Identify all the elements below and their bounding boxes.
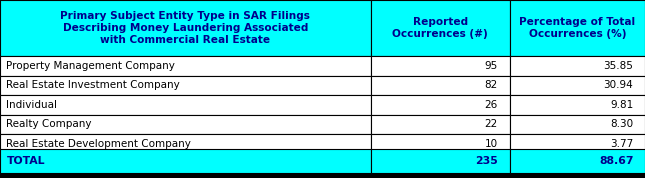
Bar	[371, 148, 510, 173]
Bar	[0, 114, 371, 134]
Bar	[510, 114, 645, 134]
Bar	[510, 0, 645, 56]
Text: 35.85: 35.85	[604, 61, 633, 71]
Bar	[510, 95, 645, 114]
Text: 26: 26	[484, 100, 498, 110]
Bar	[371, 56, 510, 75]
Text: Percentage of Total
Occurrences (%): Percentage of Total Occurrences (%)	[519, 17, 635, 39]
Bar	[371, 95, 510, 114]
Text: 30.94: 30.94	[604, 80, 633, 90]
Text: Property Management Company: Property Management Company	[6, 61, 175, 71]
Bar	[371, 0, 510, 56]
Text: Real Estate Investment Company: Real Estate Investment Company	[6, 80, 180, 90]
Text: Individual: Individual	[6, 100, 57, 110]
Text: 82: 82	[484, 80, 498, 90]
Bar	[0, 134, 371, 153]
Bar	[0, 75, 371, 95]
Text: Realty Company: Realty Company	[6, 119, 92, 129]
Text: 9.81: 9.81	[610, 100, 633, 110]
Text: Reported
Occurrences (#): Reported Occurrences (#)	[392, 17, 488, 39]
Text: Real Estate Development Company: Real Estate Development Company	[6, 139, 192, 149]
Text: Primary Subject Entity Type in SAR Filings
Describing Money Laundering Associate: Primary Subject Entity Type in SAR Filin…	[61, 11, 310, 45]
Bar	[0, 56, 371, 75]
Bar	[510, 134, 645, 153]
Bar	[510, 75, 645, 95]
Text: 8.30: 8.30	[610, 119, 633, 129]
Bar	[0, 95, 371, 114]
Text: 95: 95	[484, 61, 498, 71]
Text: 235: 235	[475, 156, 498, 166]
Bar	[0, 0, 371, 56]
Text: 88.67: 88.67	[599, 156, 633, 166]
Text: 22: 22	[484, 119, 498, 129]
Bar	[510, 148, 645, 173]
Text: TOTAL: TOTAL	[6, 156, 45, 166]
Bar	[371, 134, 510, 153]
Text: 3.77: 3.77	[610, 139, 633, 149]
Bar	[0, 148, 371, 173]
Text: 10: 10	[485, 139, 498, 149]
Bar	[371, 114, 510, 134]
Bar	[510, 56, 645, 75]
Bar	[371, 75, 510, 95]
